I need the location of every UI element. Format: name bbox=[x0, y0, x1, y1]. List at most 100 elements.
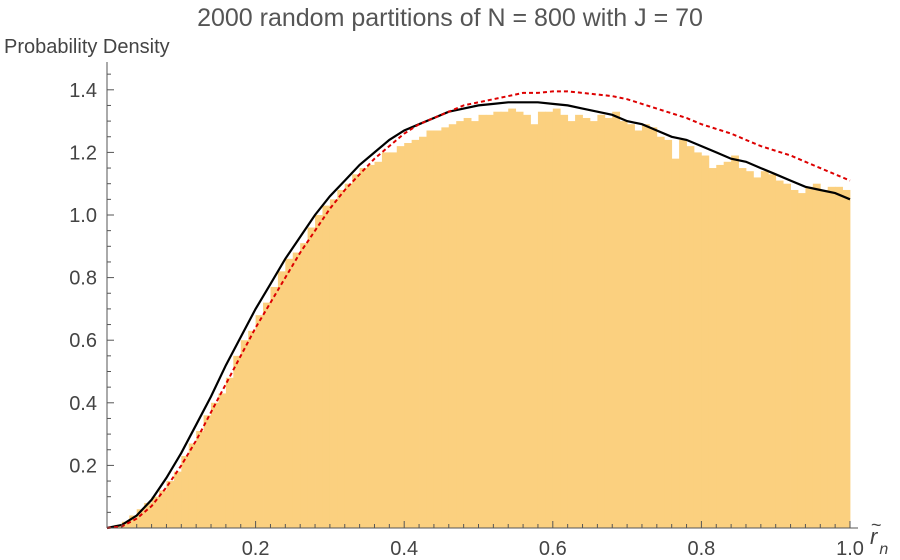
histogram-bar bbox=[567, 121, 576, 528]
x-axis-label-symbol: r bbox=[870, 524, 878, 549]
histogram-bar bbox=[641, 124, 650, 528]
y-tick-label: 0.4 bbox=[69, 393, 97, 415]
histogram-bar bbox=[515, 111, 524, 529]
histogram-bar bbox=[263, 302, 271, 528]
histogram-bar bbox=[582, 117, 591, 528]
histogram-bar bbox=[211, 402, 219, 528]
x-tick-label: 0.2 bbox=[242, 538, 270, 560]
histogram-bar bbox=[530, 124, 539, 528]
histogram-bar bbox=[448, 124, 457, 528]
histogram-bar bbox=[433, 130, 442, 529]
histogram-bar bbox=[805, 186, 814, 528]
histogram-bar bbox=[203, 415, 212, 528]
histogram-bar bbox=[679, 139, 687, 528]
histogram-bar bbox=[812, 183, 821, 528]
histogram-bar bbox=[248, 330, 256, 528]
histogram-bar bbox=[500, 111, 509, 529]
histogram-bar bbox=[671, 158, 680, 528]
histogram-bars bbox=[114, 108, 851, 529]
histogram-bar bbox=[344, 183, 353, 528]
histogram-bar bbox=[649, 127, 658, 529]
histogram-bar bbox=[315, 215, 323, 528]
x-tick-label: 0.6 bbox=[539, 538, 567, 560]
histogram-bar bbox=[627, 124, 635, 528]
histogram-bar bbox=[634, 130, 643, 529]
histogram-bar bbox=[619, 121, 628, 528]
histogram-bar bbox=[612, 111, 621, 529]
histogram-bar bbox=[537, 111, 546, 529]
x-tick-label: 1.0 bbox=[836, 538, 864, 560]
histogram-bar bbox=[426, 130, 435, 529]
histogram-bar bbox=[597, 114, 606, 528]
histogram-bar bbox=[196, 430, 204, 528]
histogram-bar bbox=[136, 509, 145, 528]
histogram-bar bbox=[456, 121, 465, 528]
chart-title: 2000 random partitions of N = 800 with J… bbox=[197, 4, 703, 32]
histogram-bar bbox=[656, 136, 665, 528]
histogram-bar bbox=[285, 258, 294, 528]
x-tick-label: 0.4 bbox=[390, 538, 418, 560]
histogram-bar bbox=[329, 199, 338, 528]
y-axis-label: Probability Density bbox=[4, 36, 170, 58]
x-axis-label: ~ rn bbox=[870, 515, 888, 558]
y-tick-label: 1.2 bbox=[69, 142, 97, 164]
histogram-bar bbox=[478, 114, 487, 528]
y-tick-label: 0.6 bbox=[69, 330, 97, 352]
histogram-bar bbox=[701, 155, 710, 528]
histogram-bar bbox=[693, 152, 702, 528]
histogram-bar bbox=[270, 286, 279, 528]
histogram-bar bbox=[240, 340, 249, 528]
histogram-bar bbox=[508, 108, 517, 528]
histogram-bar bbox=[686, 146, 695, 528]
histogram-bar bbox=[166, 481, 175, 528]
histogram-bar bbox=[129, 515, 138, 528]
histogram-bar bbox=[471, 121, 479, 528]
histogram-bar bbox=[419, 136, 427, 528]
histogram-bar bbox=[121, 521, 130, 528]
histogram-bar bbox=[367, 164, 375, 529]
x-axis-label-accent: ~ bbox=[871, 515, 882, 535]
histogram-bar bbox=[389, 152, 398, 528]
histogram-bar bbox=[159, 490, 167, 528]
histogram-bar bbox=[218, 393, 227, 528]
histogram-bar bbox=[783, 183, 791, 528]
histogram-bar bbox=[144, 502, 152, 528]
y-tick-label: 0.2 bbox=[69, 455, 97, 477]
histogram-bar bbox=[664, 139, 673, 528]
y-tick-label: 1.4 bbox=[69, 80, 97, 102]
histogram-bar bbox=[545, 111, 554, 529]
x-tick-label: 0.8 bbox=[687, 538, 715, 560]
histogram-bar bbox=[181, 456, 190, 528]
histogram-bar bbox=[523, 114, 531, 528]
y-tick-label: 1.0 bbox=[69, 205, 97, 227]
histogram-bar bbox=[723, 161, 732, 529]
histogram-bar bbox=[560, 114, 569, 528]
histogram-bar bbox=[337, 189, 346, 528]
histogram-bar bbox=[151, 496, 160, 528]
histogram-bar bbox=[790, 189, 799, 528]
histogram-bar bbox=[589, 121, 598, 528]
histogram-bar bbox=[835, 186, 843, 528]
histogram-bar bbox=[352, 174, 361, 528]
histogram-bar bbox=[225, 377, 234, 528]
histogram-bar bbox=[775, 180, 784, 528]
axes: 0.2 0.4 0.6 0.8 1.0 0.2 0.4 0.6 0.8 1.0 1.2 1.4 bbox=[69, 62, 864, 560]
histogram-bar bbox=[827, 186, 836, 528]
histogram-bar bbox=[493, 111, 502, 529]
histogram-bar bbox=[820, 189, 829, 528]
y-tick-label: 0.8 bbox=[69, 268, 97, 290]
histogram-bar bbox=[277, 271, 286, 528]
histogram-bar bbox=[396, 146, 405, 528]
histogram-bar bbox=[552, 108, 561, 528]
histogram-bar bbox=[411, 139, 420, 528]
histogram-bar bbox=[374, 161, 383, 529]
histogram-bar bbox=[485, 114, 494, 528]
histogram-bar bbox=[604, 117, 613, 528]
histogram-bar bbox=[753, 177, 762, 528]
histogram-bar bbox=[233, 355, 242, 528]
histogram-bar bbox=[797, 193, 806, 528]
histogram-bar bbox=[441, 127, 450, 529]
histogram-bar bbox=[708, 168, 717, 529]
histogram-bar bbox=[768, 174, 777, 528]
